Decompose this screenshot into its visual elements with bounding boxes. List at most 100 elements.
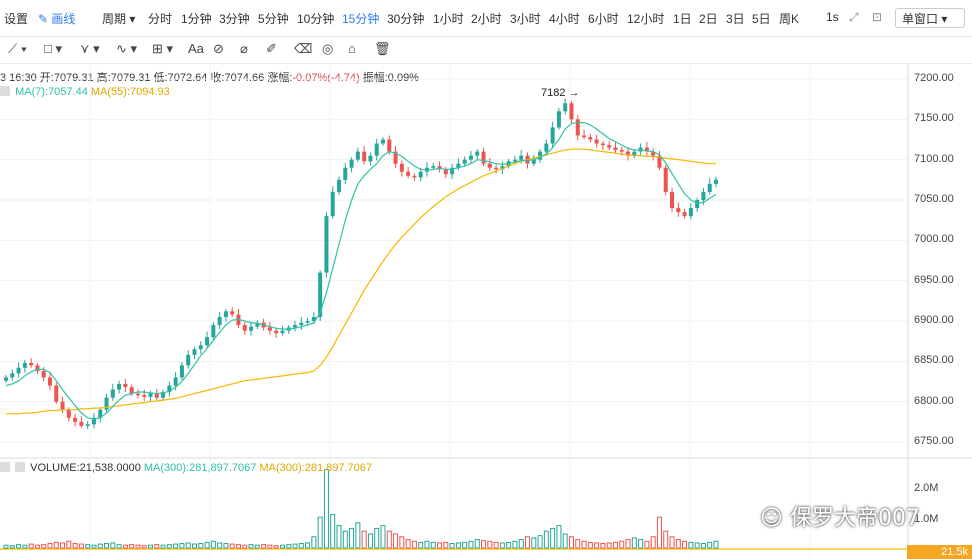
volume-bar <box>166 544 172 549</box>
candle-body <box>412 175 417 178</box>
candle-body <box>22 362 27 368</box>
candle-body <box>695 200 700 209</box>
interval-10[interactable]: 4小时 <box>549 12 580 26</box>
volume-bar <box>374 527 380 549</box>
candle-body <box>525 155 530 164</box>
candle-body <box>538 151 543 160</box>
candle-body <box>47 377 52 386</box>
candle-body <box>468 155 473 160</box>
volume-bar <box>141 545 147 549</box>
grid-icon[interactable]: ⊞ ▾ <box>152 41 174 56</box>
ma7-line <box>5 122 717 421</box>
candle-body <box>638 147 643 152</box>
price-tick: 7200.00 <box>914 72 954 84</box>
interval-15[interactable]: 3日 <box>726 12 745 26</box>
volume-bar <box>481 540 487 549</box>
shrink-icon[interactable]: ⊡ <box>872 10 883 24</box>
candle-body <box>41 371 46 378</box>
volume-bar <box>474 539 480 549</box>
interval-7[interactable]: 1小时 <box>433 12 464 26</box>
candle-body <box>613 147 618 150</box>
interval-3[interactable]: 5分钟 <box>258 12 289 26</box>
window-select[interactable]: 单窗口 ▾ <box>895 8 965 28</box>
candle-body <box>437 166 442 170</box>
candle-body <box>575 119 580 136</box>
volume-close-icon[interactable] <box>15 462 26 472</box>
candle-body <box>450 167 455 175</box>
ruler-icon[interactable]: ⊘ <box>213 41 224 56</box>
text-tool-button[interactable]: Aa <box>188 41 204 56</box>
volume-bar <box>512 540 518 549</box>
volume-badge: 21.5k <box>907 545 972 559</box>
volume-bar <box>160 544 166 549</box>
interval-13[interactable]: 1日 <box>673 12 692 26</box>
volume-bar <box>525 536 531 549</box>
volume-bar <box>16 544 22 549</box>
brush-icon[interactable]: ✐ <box>266 41 277 56</box>
settings-button[interactable]: 设置 <box>4 12 29 26</box>
price-tick: 6800.00 <box>914 394 954 407</box>
interval-11[interactable]: 6小时 <box>588 12 619 26</box>
interval-14[interactable]: 2日 <box>699 12 718 26</box>
trend-line-icon[interactable]: ⟋ ▾ <box>8 41 28 56</box>
volume-bar <box>380 525 386 549</box>
volume-bar <box>223 543 229 549</box>
interval-8[interactable]: 2小时 <box>471 12 502 26</box>
interval-2[interactable]: 3分钟 <box>219 12 250 26</box>
volume-settings-icon[interactable] <box>0 462 10 472</box>
interval-12[interactable]: 12小时 <box>627 12 665 26</box>
interval-1[interactable]: 1分钟 <box>181 12 212 26</box>
draw-line-button[interactable]: ✎ 画线 <box>38 10 75 27</box>
eraser-icon[interactable]: ⌫ <box>294 41 313 56</box>
ma-toggle-icon[interactable] <box>0 86 10 96</box>
volume-bar <box>323 469 329 549</box>
wave-icon[interactable]: ∿ ▾ <box>116 41 138 56</box>
volume-bar <box>606 542 612 549</box>
expand-icon[interactable]: ⤢ <box>849 10 859 24</box>
candle-body <box>594 139 599 144</box>
volume-bar <box>386 530 392 549</box>
volume-bar <box>707 541 713 549</box>
interval-6[interactable]: 30分钟 <box>387 12 425 26</box>
interval-9[interactable]: 3小时 <box>510 12 541 26</box>
volume-bar <box>179 543 185 549</box>
volume-bar <box>468 540 474 549</box>
volume-bar <box>393 533 399 549</box>
candle-body <box>66 409 71 418</box>
candle-body <box>362 151 367 162</box>
volume-bar <box>644 540 650 549</box>
period-dropdown[interactable]: 周期 ▾ <box>102 10 135 27</box>
volume-bar <box>625 539 631 549</box>
volume-bar <box>537 535 543 549</box>
draw-line-label: 画线 <box>51 12 76 26</box>
high-value: 高:7079.31 <box>96 72 151 84</box>
candle-body <box>129 387 134 394</box>
volume-bar <box>110 542 116 549</box>
candle-body <box>556 111 561 128</box>
candle-body <box>494 167 499 170</box>
magnet-icon[interactable]: ⌀ <box>240 41 248 56</box>
interval-0[interactable]: 分时 <box>148 12 173 26</box>
interval-5[interactable]: 15分钟 <box>342 12 380 26</box>
candle-body <box>343 167 348 180</box>
candle-body <box>406 171 411 176</box>
lock-icon[interactable]: ⌂ <box>348 41 356 56</box>
interval-17[interactable]: 周K <box>779 12 800 26</box>
rectangle-icon[interactable]: □ ▾ <box>44 41 62 56</box>
volume-bar <box>656 516 662 549</box>
volume-bar <box>675 539 681 549</box>
fork-icon[interactable]: ⋎ ▾ <box>80 41 100 56</box>
candle-body <box>663 167 668 192</box>
eye-icon[interactable]: ◎ <box>322 41 334 56</box>
volume-bar <box>198 543 204 549</box>
interval-4[interactable]: 10分钟 <box>297 12 335 26</box>
trash-icon[interactable]: 🗑 <box>374 41 391 56</box>
candle-body <box>550 127 555 144</box>
candle-body <box>544 143 549 152</box>
interval-16[interactable]: 5日 <box>752 12 771 26</box>
candle-body <box>205 337 210 346</box>
second-interval-button[interactable]: 1s <box>826 10 839 24</box>
candle-body <box>368 155 373 162</box>
candle-body <box>91 417 96 425</box>
volume-bar <box>185 542 191 549</box>
